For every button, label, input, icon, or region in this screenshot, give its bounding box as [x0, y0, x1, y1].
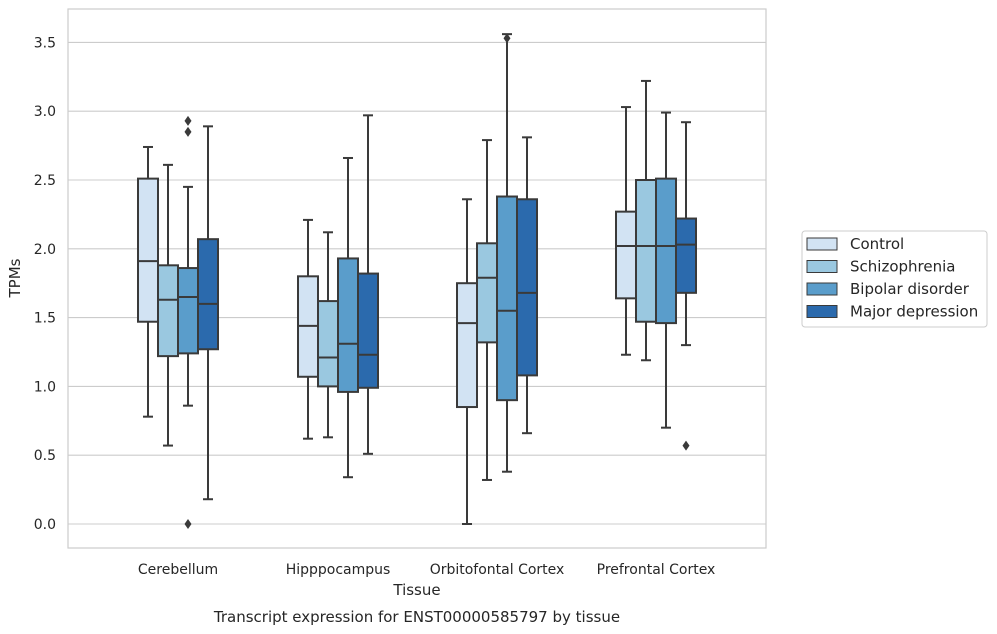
legend-swatch: [806, 237, 838, 251]
box-schizophrenia: [317, 231, 339, 439]
box-iqr: [615, 210, 637, 300]
x-tick-label: Cerebellum: [138, 562, 218, 578]
box-iqr: [337, 257, 359, 393]
plot-frame: [67, 8, 767, 549]
y-axis-label: TPMs: [6, 258, 24, 298]
box-control: [297, 218, 319, 440]
chart-caption: Transcript expression for ENST0000058579…: [213, 608, 620, 626]
box-bipolar-disorder: [655, 111, 677, 429]
legend-label: Bipolar disorder: [850, 280, 970, 298]
box-iqr: [317, 300, 339, 388]
x-tick-label: Hipppocampus: [286, 562, 391, 578]
box-iqr: [157, 264, 179, 358]
box-iqr: [357, 272, 379, 389]
box-iqr: [137, 177, 159, 323]
outlier-marker: [184, 126, 192, 137]
box-schizophrenia: [635, 79, 657, 362]
y-tick-labels: 0.0 0.5 1.0 1.5 2.0 2.5 3.0 3.5: [34, 35, 56, 533]
legend-label: Schizophrenia: [850, 258, 955, 276]
y-tick-label: 2.5: [34, 173, 56, 189]
box-major-depression: [197, 125, 219, 501]
box-bipolar-disorder: [337, 156, 359, 479]
outlier-marker: [503, 33, 511, 44]
y-tick-label: 3.5: [34, 35, 56, 51]
legend: Control Schizophrenia Bipolar disorder Majo…: [801, 230, 988, 328]
box-bipolar-disorder: [177, 115, 199, 529]
legend-label: Control: [850, 235, 904, 253]
x-tick-label: Orbitofontal Cortex: [430, 562, 565, 578]
box-major-depression: [516, 136, 538, 435]
y-tick-label: 1.5: [34, 311, 56, 327]
box-schizophrenia: [157, 163, 179, 447]
box-control: [456, 198, 478, 525]
legend-swatch: [806, 260, 838, 273]
legend-items: Control Schizophrenia Bipolar disorder Majo…: [806, 235, 978, 321]
box-control: [137, 145, 159, 418]
y-tick-label: 0.5: [34, 448, 56, 464]
legend-swatch: [806, 305, 838, 318]
y-tick-label: 1.0: [34, 379, 56, 395]
outlier-marker: [184, 115, 192, 126]
box-iqr: [496, 195, 518, 402]
legend-frame: [801, 230, 988, 328]
box-iqr: [177, 267, 199, 355]
box-iqr: [516, 198, 538, 377]
box-iqr: [456, 282, 478, 409]
box-iqr: [675, 217, 697, 294]
box-bipolar-disorder: [496, 33, 518, 473]
box-iqr: [635, 179, 657, 323]
outlier-marker: [184, 519, 192, 529]
box-major-depression: [357, 114, 379, 455]
box-iqr: [197, 238, 219, 351]
y-tick-label: 2.0: [34, 242, 56, 258]
box-major-depression: [675, 121, 697, 451]
outlier-marker: [682, 440, 690, 451]
box-iqr: [655, 177, 677, 325]
legend-swatch: [806, 282, 838, 296]
boxes-layer: [137, 33, 697, 529]
legend-label: Major depression: [850, 303, 978, 321]
x-tick-label: Prefrontal Cortex: [597, 562, 716, 578]
box-schizophrenia: [476, 139, 498, 481]
box-iqr: [476, 242, 498, 344]
x-tick-labels: Cerebellum Hipppocampus Orbitofontal Corte…: [138, 562, 715, 578]
y-tick-label: 0.0: [34, 517, 56, 533]
y-tick-label: 3.0: [34, 104, 56, 120]
x-axis-label: Tissue: [392, 581, 440, 599]
